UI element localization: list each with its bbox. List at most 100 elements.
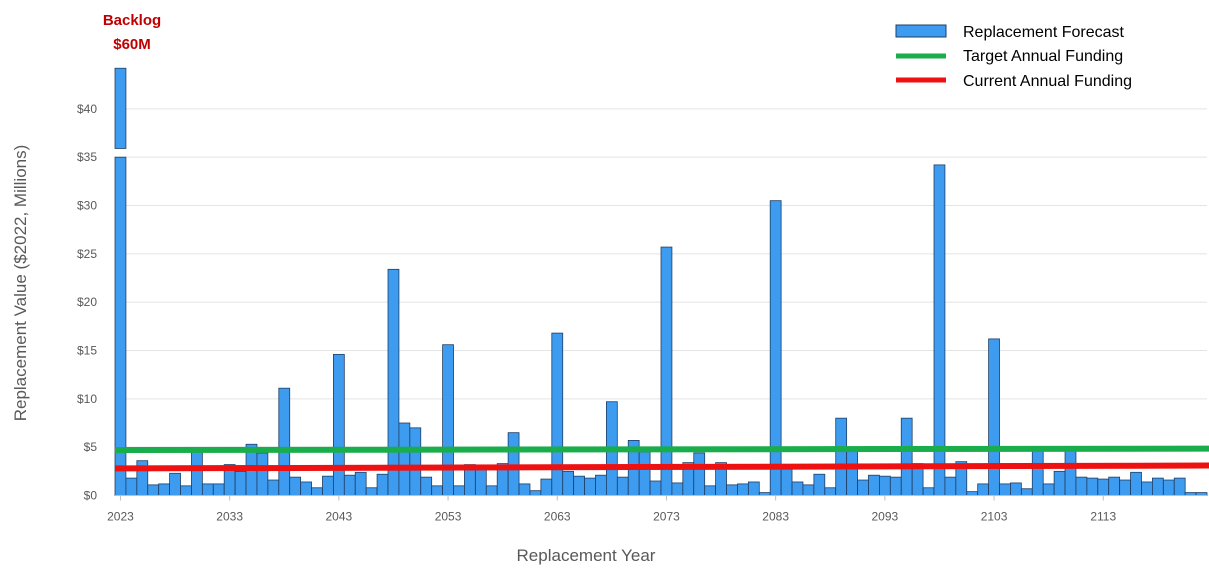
bar xyxy=(474,467,487,496)
bar xyxy=(1130,471,1142,496)
bar xyxy=(1162,479,1175,496)
legend-swatch-forecast xyxy=(895,24,947,38)
bar xyxy=(791,481,804,496)
bar-break-top xyxy=(114,67,127,149)
legend: Replacement Forecast Target Annual Fundi… xyxy=(895,24,1132,90)
bar xyxy=(857,479,869,496)
bar xyxy=(1020,488,1033,496)
bar xyxy=(453,485,465,496)
bar xyxy=(988,338,1000,496)
y-tick-label: $35 xyxy=(77,150,97,164)
y-tick-labels: $0 $5 $10 $15 $20 $25 $30 $35 $40 xyxy=(77,102,97,503)
bar xyxy=(354,471,367,496)
bar xyxy=(802,484,815,496)
bar xyxy=(584,477,596,496)
y-tick-label: $20 xyxy=(77,295,97,309)
bar xyxy=(977,483,989,496)
bar xyxy=(147,484,160,496)
legend-label-forecast: Replacement Forecast xyxy=(963,24,1125,41)
bar xyxy=(191,450,203,496)
funding-lines xyxy=(114,445,1209,472)
bar xyxy=(1141,481,1153,496)
bar xyxy=(1075,476,1088,496)
bar xyxy=(900,417,913,496)
bar xyxy=(966,491,979,496)
x-tick-label: 2113 xyxy=(1090,510,1116,524)
backlog-annotation-line2: $60M xyxy=(113,36,151,53)
x-tick-label: 2063 xyxy=(544,510,571,524)
y-tick-label: $40 xyxy=(77,102,97,116)
x-tick-label: 2033 xyxy=(216,510,243,524)
bar xyxy=(747,481,760,496)
bar xyxy=(693,452,706,496)
x-tick-labels: 2023 2033 2043 2053 2063 2073 2083 2093 2103 2113 xyxy=(107,495,1116,524)
x-axis-title: Replacement Year xyxy=(517,546,656,565)
x-tick-label: 2103 xyxy=(981,510,1008,524)
current-funding-line xyxy=(114,462,1209,472)
bar xyxy=(595,474,607,496)
bar xyxy=(256,452,269,496)
bar xyxy=(737,483,749,496)
backlog-annotation-line1: Backlog xyxy=(103,12,161,29)
bar xyxy=(398,422,411,496)
bar xyxy=(922,487,935,496)
x-tick-label: 2083 xyxy=(762,510,789,524)
bar xyxy=(343,474,356,496)
bar xyxy=(376,473,389,496)
bar xyxy=(944,476,957,496)
bar xyxy=(726,484,738,496)
bar xyxy=(660,246,673,496)
bar xyxy=(649,480,662,496)
bar xyxy=(616,476,629,496)
bar xyxy=(551,332,564,496)
bar xyxy=(158,483,170,496)
bar xyxy=(1119,479,1131,496)
x-tick-label: 2073 xyxy=(653,510,680,524)
bar xyxy=(1042,483,1055,496)
bar xyxy=(846,450,858,496)
y-axis-title: Replacement Value ($2022, Millions) xyxy=(11,145,30,422)
y-tick-label: $15 xyxy=(77,344,97,358)
bar xyxy=(267,479,280,496)
bar xyxy=(234,470,247,496)
bar xyxy=(780,468,793,496)
bar xyxy=(573,475,585,496)
bar xyxy=(1108,476,1121,496)
bar xyxy=(868,474,880,496)
bar xyxy=(933,164,946,496)
y-tick-label: $5 xyxy=(84,440,98,454)
bar xyxy=(562,470,575,496)
bar xyxy=(442,344,454,496)
bar xyxy=(289,476,302,496)
legend-label-target: Target Annual Funding xyxy=(963,48,1123,65)
bar xyxy=(824,487,837,496)
bar xyxy=(1031,450,1044,496)
bar xyxy=(125,477,138,496)
bar xyxy=(1173,477,1186,496)
y-tick-label: $10 xyxy=(77,392,97,406)
bar xyxy=(1010,482,1022,496)
y-tick-label: $0 xyxy=(84,489,98,503)
x-tick-label: 2043 xyxy=(326,510,353,524)
bar xyxy=(1064,450,1077,496)
bar xyxy=(420,476,433,496)
bar xyxy=(999,483,1011,496)
bar xyxy=(431,485,443,496)
x-tick-label: 2053 xyxy=(435,510,462,524)
y-tick-label: $30 xyxy=(77,199,97,213)
x-tick-label: 2093 xyxy=(872,510,899,524)
bar xyxy=(409,427,422,496)
bar xyxy=(300,481,312,496)
x-tick-label: 2023 xyxy=(107,510,134,524)
bar xyxy=(180,485,192,496)
bar xyxy=(704,485,716,496)
bar xyxy=(311,487,323,496)
target-funding-line xyxy=(114,445,1209,454)
bar xyxy=(332,353,345,496)
y-tick-label: $25 xyxy=(77,247,97,261)
bar xyxy=(365,487,378,496)
bar xyxy=(889,476,902,496)
legend-label-current: Current Annual Funding xyxy=(963,73,1132,90)
bar xyxy=(212,483,225,496)
bar xyxy=(540,478,553,496)
